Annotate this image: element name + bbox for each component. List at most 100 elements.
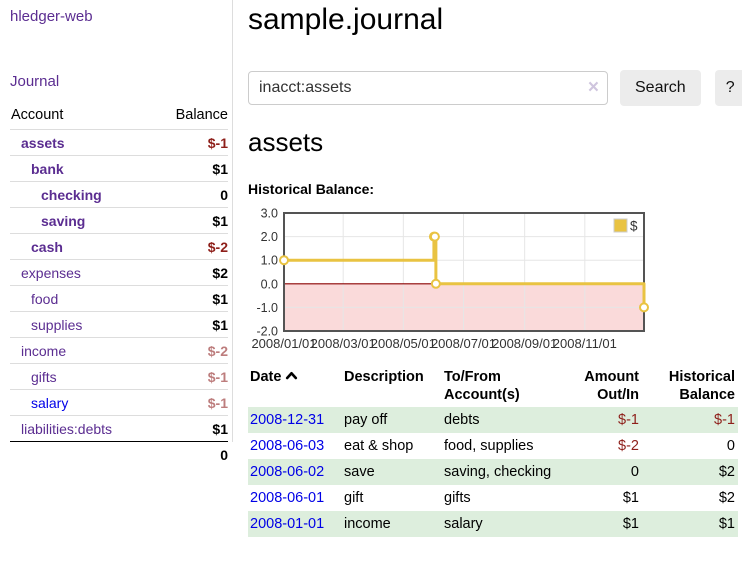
sidebar-account-row: salary $-1 bbox=[10, 389, 228, 416]
register-amount: $-1 bbox=[618, 412, 639, 428]
register-row: 2008-12-31 pay off debts $-1 $-1 bbox=[248, 407, 738, 433]
register-amount: $-2 bbox=[618, 438, 639, 454]
x-axis-tick-label: 2008/07/01 bbox=[431, 336, 496, 351]
account-link-saving[interactable]: saving bbox=[41, 212, 86, 229]
account-heading: assets bbox=[248, 127, 324, 157]
help-button[interactable]: ? bbox=[714, 70, 742, 106]
register-description: eat & shop bbox=[344, 438, 414, 454]
legend-swatch bbox=[613, 218, 628, 233]
account-balance: $-1 bbox=[153, 129, 228, 156]
register-balance: 0 bbox=[726, 438, 735, 454]
register-header-row: Date Description To/From Account(s) Amou… bbox=[248, 365, 738, 407]
x-axis-tick-label: 2008/11/01 bbox=[553, 336, 617, 351]
search-input[interactable] bbox=[248, 71, 608, 105]
legend-label: $ bbox=[630, 219, 638, 234]
register-balance: $-1 bbox=[714, 412, 735, 428]
accounts-total-row: 0 bbox=[10, 441, 228, 467]
account-balance: $-2 bbox=[153, 233, 228, 260]
register-amount: $1 bbox=[622, 490, 639, 506]
account-link-food[interactable]: food bbox=[31, 290, 59, 307]
sidebar-account-row: checking 0 bbox=[10, 181, 228, 208]
search-button[interactable]: Search bbox=[620, 70, 701, 106]
account-link-expenses[interactable]: expenses bbox=[21, 264, 81, 281]
register-row: 2008-06-02 save saving, checking 0 $2 bbox=[248, 459, 738, 485]
account-link-cash[interactable]: cash bbox=[31, 238, 63, 255]
search-form: × Search ? bbox=[248, 70, 742, 106]
search-input-wrap: × bbox=[248, 71, 608, 105]
register-accounts: debts bbox=[444, 412, 480, 428]
page-title: sample.journal bbox=[248, 3, 444, 36]
data-point-marker bbox=[279, 255, 289, 266]
account-link-bank[interactable]: bank bbox=[31, 160, 64, 177]
brand-link[interactable]: hledger-web bbox=[10, 8, 93, 25]
sidebar-account-row: income $-2 bbox=[10, 337, 228, 364]
register-description: income bbox=[344, 516, 391, 532]
accounts-total-spacer bbox=[10, 441, 154, 467]
register-date-link[interactable]: 2008-06-03 bbox=[250, 438, 325, 454]
register-balance: $2 bbox=[718, 490, 735, 506]
data-point-marker bbox=[430, 278, 441, 289]
register-balance: $2 bbox=[718, 464, 735, 480]
register-date-link[interactable]: 2008-12-31 bbox=[250, 412, 325, 428]
accounts-total-value: 0 bbox=[153, 441, 228, 467]
register-description: pay off bbox=[344, 412, 388, 428]
accounts-header-balance: Balance bbox=[175, 107, 228, 123]
account-link-checking[interactable]: checking bbox=[41, 186, 102, 203]
account-link-income[interactable]: income bbox=[21, 342, 67, 359]
data-point-marker bbox=[639, 302, 649, 313]
register-accounts: gifts bbox=[444, 490, 471, 506]
account-balance: $1 bbox=[153, 207, 228, 234]
chart-title: Historical Balance: bbox=[248, 181, 375, 197]
sidebar-account-row: assets $-1 bbox=[10, 129, 228, 156]
register-date-link[interactable]: 2008-06-02 bbox=[250, 464, 325, 480]
register-header-date[interactable]: Date bbox=[248, 365, 342, 407]
historical-balance-chart: 3.0 2.0 1.0 0.0 -1.0 -2.0 2008/01/01 2008/03/01… bbox=[248, 205, 738, 355]
y-axis-tick-label: 2.0 bbox=[261, 230, 278, 244]
account-link-liabilities-debts[interactable]: liabilities:debts bbox=[21, 420, 113, 437]
sidebar-account-row: gifts $-1 bbox=[10, 363, 228, 390]
register-description: gift bbox=[344, 490, 364, 506]
register-table: Date Description To/From Account(s) Amou… bbox=[248, 365, 738, 537]
register-accounts: food, supplies bbox=[444, 438, 534, 454]
sidebar-item-journal[interactable]: Journal bbox=[10, 73, 60, 90]
sidebar-account-row: bank $1 bbox=[10, 155, 228, 182]
account-link-salary[interactable]: salary bbox=[31, 394, 69, 411]
register-table-body: 2008-12-31 pay off debts $-1 $-1 2008-06-03 ea… bbox=[248, 407, 738, 537]
account-link-supplies[interactable]: supplies bbox=[31, 316, 83, 333]
register-balance: $1 bbox=[718, 516, 735, 532]
register-description: save bbox=[344, 464, 375, 480]
register-accounts: saving, checking bbox=[444, 464, 552, 480]
account-balance: $1 bbox=[153, 415, 228, 442]
account-balance: $-1 bbox=[153, 389, 228, 416]
accounts-table: Account Balance assets $-1 bank $1 checking 0… bbox=[10, 102, 228, 467]
register-header-amount: Amount Out/In bbox=[584, 369, 639, 403]
sidebar: hledger-web Journal Account Balance asse… bbox=[0, 0, 241, 467]
y-axis-tick-label: 3.0 bbox=[261, 207, 278, 221]
y-axis-tick-label: 1.0 bbox=[261, 254, 278, 268]
y-axis-tick-label: -2.0 bbox=[256, 325, 278, 339]
register-header-accounts: To/From Account(s) bbox=[444, 369, 520, 403]
account-balance: 0 bbox=[153, 181, 228, 208]
data-point-marker bbox=[429, 231, 440, 242]
sidebar-account-row: food $1 bbox=[10, 285, 228, 312]
account-balance: $1 bbox=[153, 311, 228, 338]
register-accounts: salary bbox=[444, 516, 483, 532]
register-date-link[interactable]: 2008-01-01 bbox=[250, 516, 325, 532]
account-balance: $-1 bbox=[153, 363, 228, 390]
account-link-assets[interactable]: assets bbox=[21, 134, 65, 151]
register-amount: 0 bbox=[630, 464, 639, 480]
register-date-link[interactable]: 2008-06-01 bbox=[250, 490, 325, 506]
x-axis-tick-label: 2008/01/01 bbox=[251, 336, 316, 351]
chart-svg: 3.0 2.0 1.0 0.0 -1.0 -2.02008/01/012008/03/01… bbox=[251, 207, 649, 351]
clear-search-icon[interactable]: × bbox=[587, 77, 599, 99]
account-link-gifts[interactable]: gifts bbox=[31, 368, 57, 385]
x-axis-tick-label: 2008/05/01 bbox=[371, 336, 436, 351]
sidebar-account-row: expenses $2 bbox=[10, 259, 228, 286]
account-balance: $2 bbox=[153, 259, 228, 286]
sidebar-account-row: saving $1 bbox=[10, 207, 228, 234]
x-axis-tick-label: 2008/03/01 bbox=[311, 336, 376, 351]
register-header-description: Description bbox=[344, 369, 424, 385]
x-axis-tick-label: 2008/09/01 bbox=[492, 336, 557, 351]
y-axis-tick-label: -1.0 bbox=[256, 301, 278, 315]
account-balance: $1 bbox=[153, 285, 228, 312]
